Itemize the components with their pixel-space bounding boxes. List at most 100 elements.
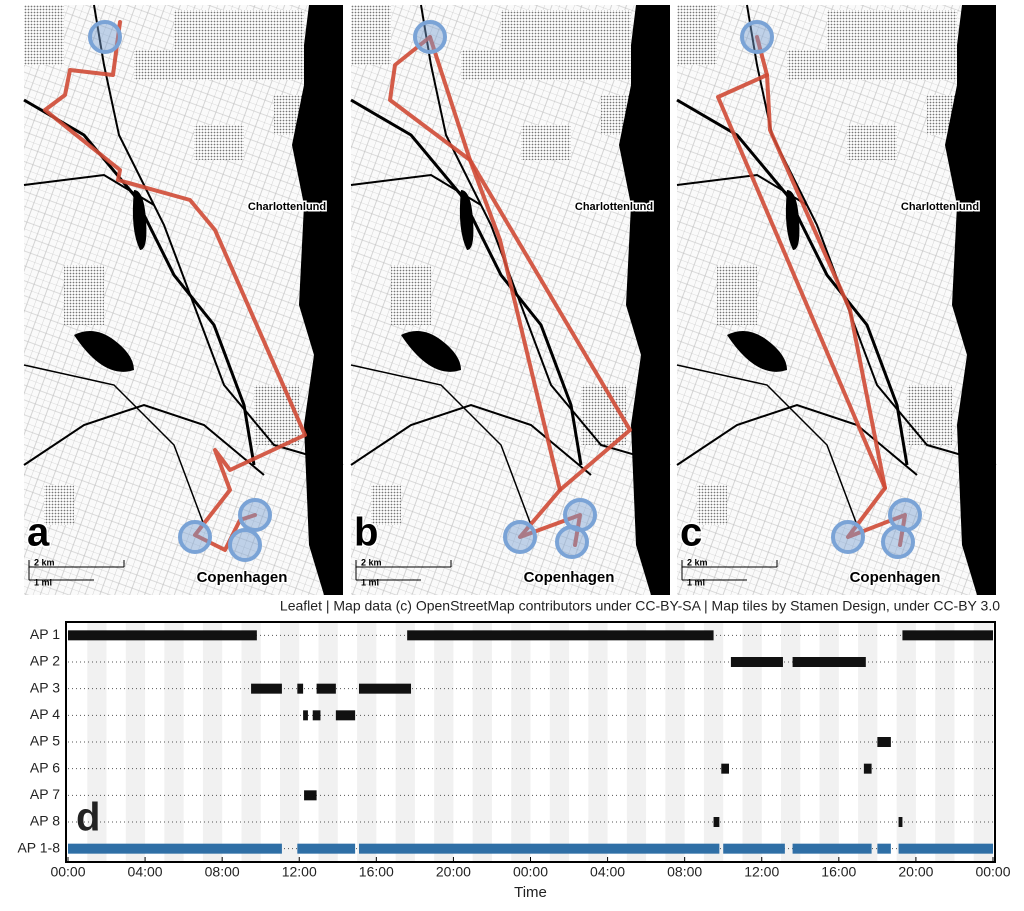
interval-bar bbox=[877, 737, 891, 747]
row-label: AP 6 bbox=[30, 759, 60, 775]
place-label: Charlottenlund bbox=[901, 201, 979, 213]
interval-bar bbox=[730, 657, 783, 667]
background-stripe bbox=[472, 622, 492, 862]
background-stripe bbox=[549, 622, 570, 862]
background-stripe bbox=[703, 622, 724, 862]
background-stripe bbox=[164, 622, 184, 862]
access-point bbox=[88, 20, 122, 54]
x-tick-label: 16:00 bbox=[359, 864, 394, 880]
row-label: AP 5 bbox=[30, 733, 60, 749]
scale-label: 1 mi bbox=[361, 577, 379, 587]
interval-bar bbox=[902, 630, 993, 641]
access-point bbox=[503, 520, 537, 554]
background-stripe bbox=[819, 622, 839, 862]
interval-bar bbox=[898, 817, 903, 827]
scale-label: 2 km bbox=[687, 557, 708, 567]
x-axis-label: Time bbox=[514, 884, 547, 901]
access-point bbox=[740, 20, 774, 54]
interval-bar bbox=[312, 710, 321, 721]
interval-bar bbox=[713, 817, 720, 827]
place-label: Copenhagen bbox=[524, 569, 615, 586]
interval-bar bbox=[792, 657, 866, 667]
route bbox=[43, 20, 307, 552]
background-stripe bbox=[781, 622, 801, 862]
interval-bar bbox=[316, 683, 336, 694]
x-tick-label: 12:00 bbox=[282, 864, 317, 880]
access-point bbox=[228, 528, 262, 562]
scale-label: 2 km bbox=[34, 557, 55, 567]
map-panel: Charlottenlund Copenhagen 2 km 1 mi a bbox=[22, 3, 345, 597]
attribution: Leaflet | Map data (c) OpenStreetMap con… bbox=[280, 598, 1000, 614]
route bbox=[428, 35, 562, 492]
background-stripe bbox=[395, 622, 415, 862]
place-label: Charlottenlund bbox=[248, 201, 326, 213]
map-panel: Charlottenlund Copenhagen 2 km 1 mi c bbox=[675, 3, 998, 597]
interval-bar bbox=[792, 843, 872, 854]
background-stripe bbox=[125, 622, 146, 862]
timeline-chart: AP 1 AP 2 AP 3 AP 4 AP 5 AP 6 AP 7 AP 8 AP 1-8 00… bbox=[17, 621, 1011, 901]
row-label: AP 4 bbox=[30, 706, 60, 722]
interval-bar bbox=[68, 843, 282, 854]
interval-bar bbox=[863, 763, 872, 774]
x-tick-label: 20:00 bbox=[436, 864, 471, 880]
interval-bar bbox=[335, 710, 356, 721]
access-point bbox=[831, 520, 865, 554]
interval-bar bbox=[877, 843, 891, 854]
map-panel: Charlottenlund Copenhagen 2 km 1 mi b bbox=[349, 3, 672, 597]
access-point bbox=[178, 520, 212, 554]
place-label: Copenhagen bbox=[197, 569, 288, 586]
x-tick-label: 00:00 bbox=[975, 864, 1010, 880]
background-stripe bbox=[279, 622, 300, 862]
place-label: Copenhagen bbox=[850, 569, 941, 586]
background-stripe bbox=[896, 622, 916, 862]
background-stripe bbox=[434, 622, 454, 862]
x-tick-label: 00:00 bbox=[50, 864, 85, 880]
access-point bbox=[238, 498, 272, 532]
x-tick-label: 08:00 bbox=[667, 864, 702, 880]
interval-bar bbox=[723, 843, 785, 854]
interval-bar bbox=[303, 710, 308, 721]
background-stripe bbox=[357, 622, 377, 862]
route bbox=[388, 35, 632, 547]
row-label: AP 8 bbox=[30, 813, 60, 829]
background-stripe bbox=[973, 622, 993, 862]
x-tick-label: 04:00 bbox=[590, 864, 625, 880]
x-tick-label: 04:00 bbox=[128, 864, 163, 880]
scale-label: 1 mi bbox=[687, 577, 705, 587]
panel-letter: b bbox=[354, 511, 378, 555]
row-label: AP 1-8 bbox=[17, 839, 60, 855]
panel-letter: d bbox=[76, 796, 100, 840]
interval-bar bbox=[251, 683, 282, 694]
interval-bar bbox=[358, 843, 720, 854]
row-label: AP 1 bbox=[30, 626, 60, 642]
access-point bbox=[413, 20, 447, 54]
route bbox=[765, 73, 887, 490]
row-label: AP 7 bbox=[30, 786, 60, 802]
x-tick-label: 00:00 bbox=[513, 864, 548, 880]
x-tick-label: 16:00 bbox=[821, 864, 856, 880]
interval-bar bbox=[297, 843, 356, 854]
access-point bbox=[888, 498, 922, 532]
background-stripe bbox=[588, 622, 608, 862]
interval-bar bbox=[304, 790, 317, 801]
place-label: Charlottenlund bbox=[575, 201, 653, 213]
background-stripe bbox=[241, 622, 261, 862]
panel-letter: c bbox=[680, 511, 702, 555]
panel-letter: a bbox=[27, 511, 50, 555]
interval-bar bbox=[68, 630, 257, 641]
x-tick-label: 20:00 bbox=[898, 864, 933, 880]
scale-label: 1 mi bbox=[34, 577, 52, 587]
x-tick-label: 12:00 bbox=[744, 864, 779, 880]
scale-label: 2 km bbox=[361, 557, 382, 567]
x-tick-label: 08:00 bbox=[205, 864, 240, 880]
access-point bbox=[563, 498, 597, 532]
interval-bar bbox=[407, 630, 714, 641]
interval-bar bbox=[898, 843, 993, 854]
background-stripe bbox=[858, 622, 878, 862]
background-stripe bbox=[665, 622, 685, 862]
interval-bar bbox=[297, 683, 304, 694]
row-label: AP 2 bbox=[30, 653, 60, 669]
interval-bar bbox=[721, 763, 729, 774]
interval-bar bbox=[358, 683, 412, 694]
